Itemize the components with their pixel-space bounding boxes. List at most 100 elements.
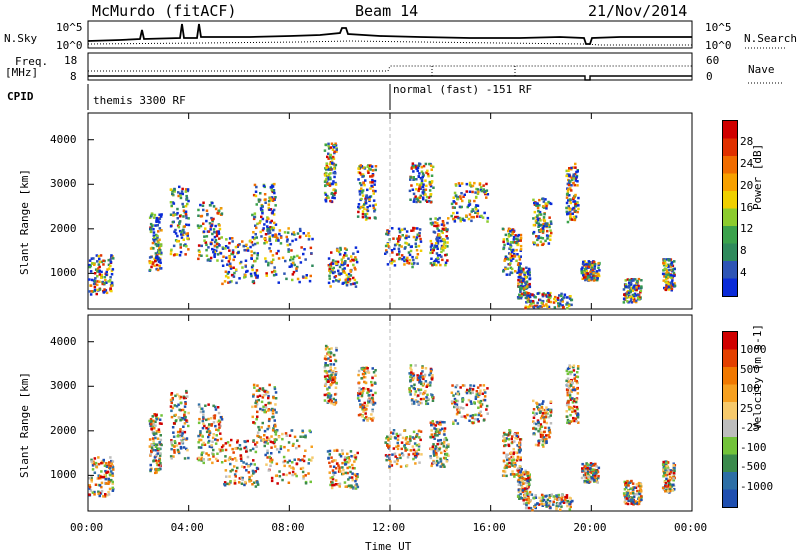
range-cell: [429, 194, 432, 198]
range-cell: [243, 446, 246, 450]
range-cell: [231, 458, 234, 461]
range-cell: [89, 293, 93, 296]
range-cell: [428, 373, 431, 377]
range-cell: [472, 384, 476, 388]
range-cell: [410, 384, 413, 388]
range-cell: [418, 231, 421, 235]
range-cell: [516, 296, 520, 299]
range-cell: [349, 269, 352, 272]
range-cell: [221, 247, 225, 250]
range-cell: [399, 433, 402, 436]
range-cell: [419, 381, 423, 384]
range-cell: [391, 453, 394, 456]
range-cell: [628, 281, 631, 285]
range-cell: [329, 366, 332, 369]
freq-label-line2: [MHz]: [5, 66, 39, 79]
range-cell: [327, 152, 330, 155]
range-cell: [572, 200, 575, 203]
range-cell: [418, 436, 421, 439]
range-cell: [526, 492, 529, 495]
range-cell: [325, 371, 329, 374]
power-colorbar: [722, 120, 738, 297]
range-cell: [269, 250, 272, 253]
range-cell: [93, 288, 97, 292]
range-cell: [664, 288, 668, 292]
range-cell: [539, 236, 543, 240]
range-cell: [300, 246, 303, 249]
range-cell: [411, 162, 415, 165]
range-cell: [107, 463, 111, 467]
range-cell: [214, 408, 218, 411]
range-cell: [468, 199, 471, 202]
range-cell: [486, 220, 489, 223]
range-cell: [469, 388, 473, 391]
range-cell: [519, 489, 523, 492]
range-cell: [540, 425, 544, 428]
range-cell: [230, 280, 233, 283]
range-cell: [534, 427, 538, 431]
range-cell: [393, 264, 397, 267]
range-cell: [457, 195, 460, 199]
range-cell: [510, 451, 513, 454]
range-cell: [560, 500, 563, 504]
range-cell: [224, 459, 227, 462]
range-cell: [262, 227, 265, 230]
range-cell: [358, 386, 361, 390]
range-cell: [434, 450, 438, 453]
y-tick-label: 1000: [50, 266, 77, 280]
range-cell: [565, 193, 569, 196]
range-cell: [537, 222, 540, 225]
range-cell: [151, 424, 155, 428]
range-cell: [629, 281, 633, 285]
range-cell: [569, 406, 572, 409]
range-cell: [356, 215, 360, 218]
range-cell: [371, 181, 374, 184]
range-cell: [281, 437, 284, 441]
range-cell: [177, 450, 180, 453]
range-cell: [108, 461, 111, 464]
range-cell: [225, 256, 228, 259]
range-cell: [228, 444, 232, 447]
range-cell: [509, 473, 513, 476]
range-cell: [199, 410, 203, 414]
range-cell: [565, 210, 569, 214]
range-cell: [418, 196, 422, 199]
range-cell: [596, 470, 599, 474]
range-cell: [158, 217, 162, 221]
range-cell: [589, 462, 593, 465]
range-cell: [273, 386, 276, 389]
range-cell: [217, 209, 221, 212]
range-cell: [303, 455, 306, 458]
range-cell: [367, 401, 370, 404]
range-cell: [329, 285, 332, 288]
range-cell: [405, 442, 408, 445]
range-cell: [261, 408, 265, 412]
range-cell: [295, 474, 298, 478]
range-cell: [91, 468, 95, 471]
range-cell: [590, 268, 593, 272]
range-cell: [662, 264, 666, 267]
range-cell: [571, 388, 575, 392]
range-cell: [593, 264, 597, 268]
range-cell: [431, 395, 434, 399]
range-cell: [169, 455, 173, 458]
range-cell: [633, 287, 637, 290]
range-cell: [269, 226, 272, 229]
range-cell: [244, 265, 247, 268]
range-cell: [344, 471, 347, 475]
range-cell: [412, 165, 415, 168]
range-cell: [548, 501, 551, 505]
range-cell: [432, 452, 436, 455]
range-cell: [360, 388, 363, 391]
range-cell: [363, 366, 366, 370]
range-cell: [226, 272, 230, 275]
range-cell: [154, 256, 158, 260]
range-cell: [403, 247, 407, 250]
range-cell: [558, 304, 561, 308]
range-cell: [526, 285, 529, 288]
range-cell: [205, 219, 208, 223]
range-cell: [458, 184, 462, 187]
range-cell: [170, 409, 173, 413]
range-cell: [589, 464, 592, 467]
range-cell: [430, 429, 433, 432]
